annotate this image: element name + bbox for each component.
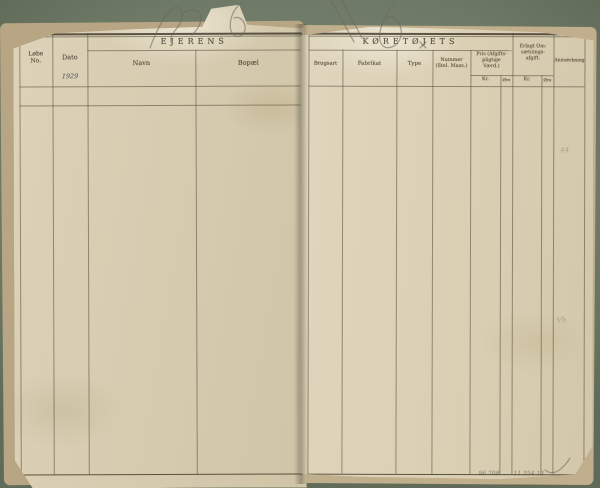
left-page-title: EJERENS bbox=[160, 36, 228, 46]
grid-line bbox=[20, 105, 302, 107]
grid-line bbox=[19, 85, 301, 87]
subheader-afgift-ore: Øre bbox=[543, 77, 552, 83]
grid-line bbox=[87, 33, 90, 474]
grid-line bbox=[583, 33, 585, 474]
pencil-margin-note: Vh bbox=[556, 316, 567, 325]
subheader-afgift-kr: Kr. bbox=[523, 77, 531, 83]
page-gutter-shadow bbox=[294, 24, 308, 484]
column-header-lobe-no: Løbe No. bbox=[28, 50, 44, 65]
grid-line bbox=[19, 33, 22, 474]
column-header-dato: Dato bbox=[62, 53, 78, 62]
grid-line bbox=[21, 473, 303, 475]
grid-line bbox=[52, 33, 55, 474]
grid-line bbox=[499, 75, 501, 474]
column-header-nummer: Nummer (Stel. Mass.) bbox=[435, 56, 468, 70]
column-header-brugsart: Brugsart bbox=[313, 60, 338, 67]
grid-line bbox=[395, 50, 397, 474]
grid-line bbox=[308, 86, 584, 88]
column-header-afgift: Erlagt Om- sætnings- afgift. bbox=[519, 44, 547, 61]
pencil-margin-note: 44 bbox=[560, 146, 570, 155]
grid-line bbox=[511, 33, 513, 474]
grid-line bbox=[431, 50, 433, 474]
grid-line bbox=[469, 50, 471, 474]
column-header-type: Type bbox=[407, 60, 422, 67]
column-header-navn: Navn bbox=[132, 59, 151, 68]
grid-line bbox=[552, 33, 554, 474]
subheader-pris-ore: Øre bbox=[502, 77, 511, 83]
column-header-bopael: Bopæl bbox=[237, 58, 259, 67]
column-header-anmaerkning: Anmærkning bbox=[554, 58, 585, 64]
ledger-page-owner: EJERENS Løbe No. Dato 1929 Navn Bopæl bbox=[5, 0, 307, 488]
column-header-pris: Pris (Afgifts- pligtige Værd.) bbox=[476, 52, 507, 69]
ledger-page-vehicle: KØRETØJETS Brugsart Fabrikat Type Nummer… bbox=[299, 0, 593, 488]
grid-line bbox=[307, 474, 583, 476]
column-header-fabrikat: Fabrikat bbox=[357, 60, 382, 67]
grid-line bbox=[341, 50, 343, 474]
right-page-title: KØRETØJETS bbox=[362, 36, 459, 47]
grid-line bbox=[309, 50, 513, 52]
grid-line bbox=[195, 50, 197, 474]
year-entry: 1929 bbox=[61, 72, 79, 81]
grid-line bbox=[540, 75, 542, 474]
subheader-pris-kr: Kr. bbox=[481, 77, 489, 83]
grid-line bbox=[87, 49, 301, 51]
grid-line bbox=[470, 75, 553, 76]
